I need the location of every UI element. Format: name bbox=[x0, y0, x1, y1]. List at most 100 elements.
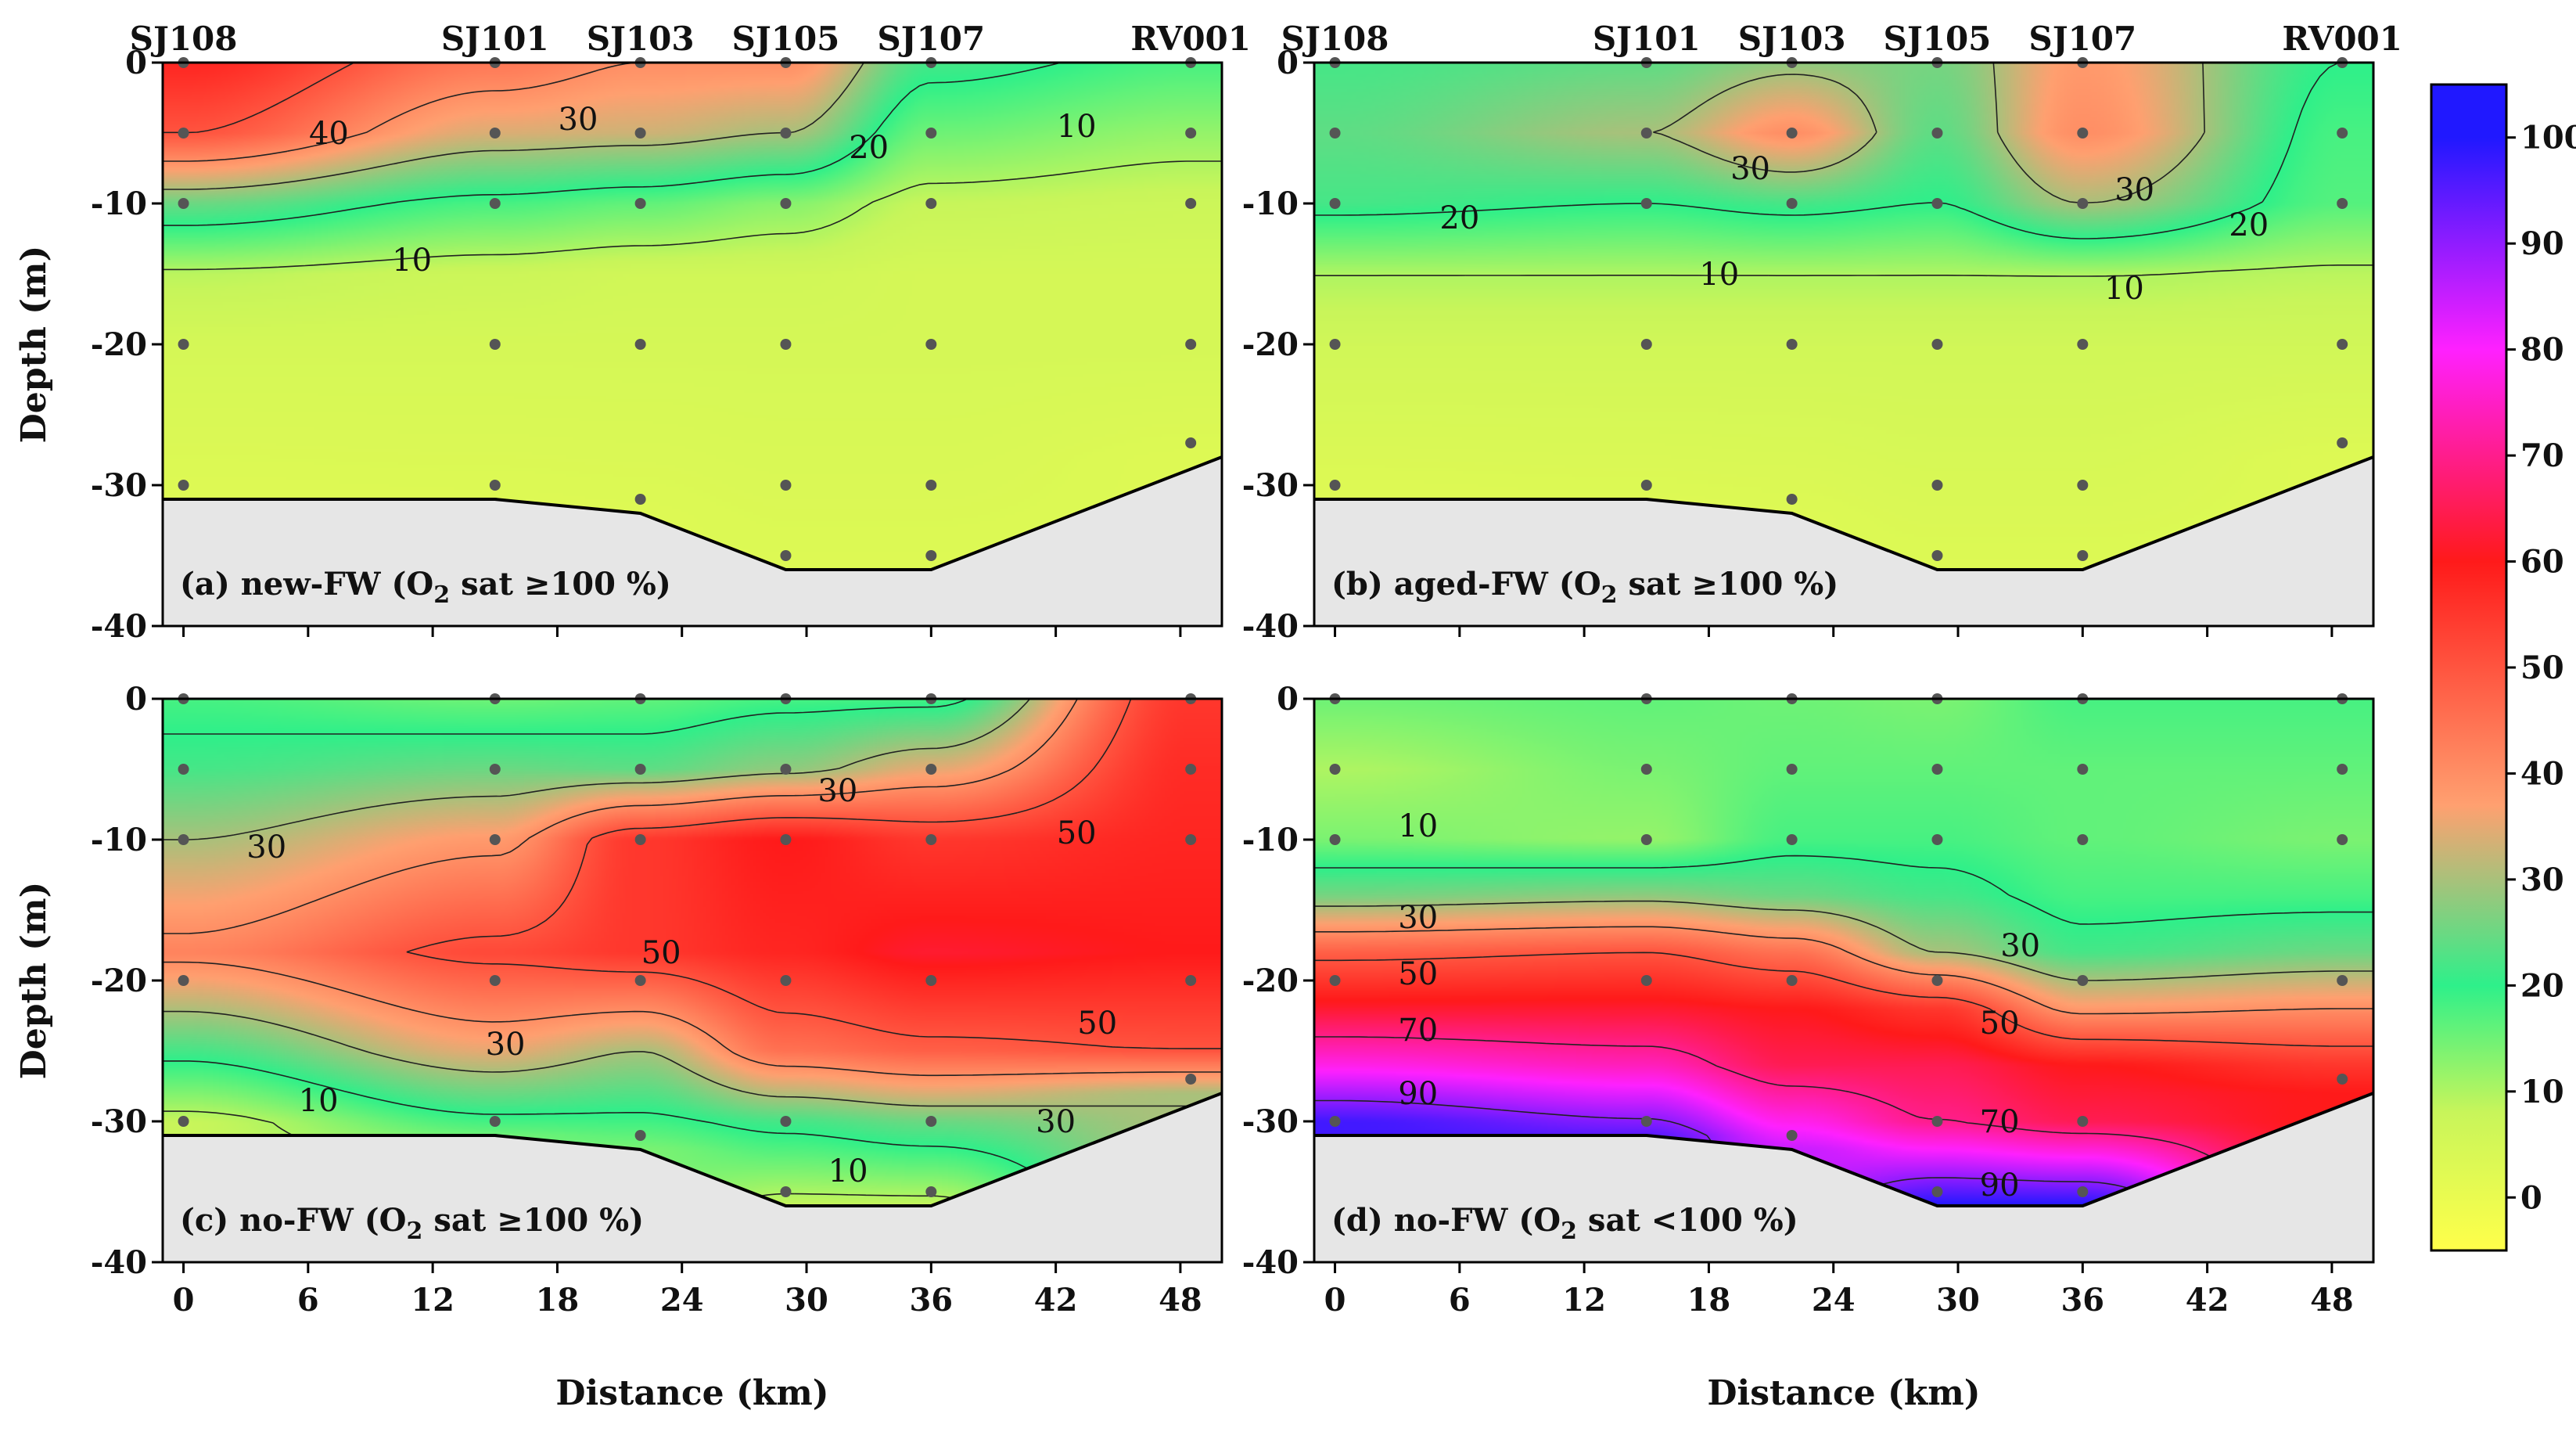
contour-label: 30 bbox=[817, 773, 857, 809]
sample-point bbox=[1931, 764, 1943, 775]
sample-point bbox=[2337, 437, 2348, 448]
sample-point bbox=[178, 128, 189, 139]
y-tick-label: -40 bbox=[1242, 608, 1299, 645]
station-label: SJ103 bbox=[587, 20, 695, 58]
contour-label: 70 bbox=[1980, 1104, 2020, 1140]
panel-label-suffix: sat ≥100 %) bbox=[1618, 566, 1839, 603]
sample-point bbox=[780, 550, 792, 561]
panel-label-subscript: 2 bbox=[1601, 581, 1618, 609]
x-tick-label: 24 bbox=[660, 1282, 704, 1319]
y-tick-label: -10 bbox=[91, 185, 147, 222]
sample-point bbox=[489, 764, 501, 775]
sample-point bbox=[489, 975, 501, 986]
contour-line-50 bbox=[1314, 952, 2373, 1047]
x-tick-label: 42 bbox=[1034, 1282, 1078, 1319]
sample-point bbox=[1931, 1116, 1943, 1127]
contour-label: 50 bbox=[1980, 1006, 2020, 1042]
sample-point bbox=[178, 764, 189, 775]
colorbar-tick-label: 60 bbox=[2520, 544, 2564, 581]
sample-point bbox=[1931, 834, 1943, 845]
sample-point bbox=[2077, 834, 2089, 845]
y-tick-label: -10 bbox=[91, 822, 147, 858]
y-tick-label: -30 bbox=[91, 1103, 147, 1140]
panel-a: 40 30 20 10 10 0 -10 -20 -30 -40 SJ108 SJ101 SJ103 SJ… bbox=[14, 20, 1251, 645]
y-tick-label: -20 bbox=[1242, 962, 1299, 999]
contour-label: 20 bbox=[849, 130, 889, 166]
sample-point bbox=[1640, 480, 1652, 491]
contour-line-40 bbox=[163, 698, 1222, 1077]
sample-point bbox=[634, 339, 646, 350]
sample-point bbox=[1931, 480, 1943, 491]
colorbar-tick-label: 70 bbox=[2520, 437, 2564, 474]
station-label: SJ107 bbox=[877, 20, 985, 58]
sample-point bbox=[1329, 480, 1341, 491]
contour-label: 10 bbox=[299, 1083, 339, 1119]
sample-point bbox=[1329, 834, 1341, 845]
panel-c: 30 30 50 50 50 30 10 30 10 0 -10 -20 -30 -40 0 6 12 18 24 3… bbox=[14, 681, 1223, 1413]
station-label: SJ105 bbox=[1884, 20, 1992, 58]
x-tick-label: 48 bbox=[1159, 1282, 1202, 1319]
sample-point bbox=[1329, 198, 1341, 209]
colorbar-tick-label: 10 bbox=[2520, 1074, 2564, 1110]
contour-label: 90 bbox=[1398, 1076, 1438, 1112]
sample-point bbox=[2077, 339, 2089, 350]
sample-point bbox=[1640, 975, 1652, 986]
x-tick-label: 48 bbox=[2310, 1282, 2354, 1319]
y-tick-label: -40 bbox=[91, 1244, 147, 1281]
colorbar-tick-label: 80 bbox=[2520, 332, 2564, 369]
contour-label: 30 bbox=[1036, 1104, 1076, 1140]
x-tick-label: 30 bbox=[785, 1282, 828, 1319]
sample-point bbox=[178, 975, 189, 986]
sample-point bbox=[178, 339, 189, 350]
contour-line-10 bbox=[163, 160, 1222, 271]
x-tick-label: 42 bbox=[2186, 1282, 2229, 1319]
sample-point bbox=[2077, 975, 2089, 986]
y-axis-title: Depth (m) bbox=[14, 246, 54, 444]
sample-point bbox=[489, 834, 501, 845]
sample-point bbox=[2337, 128, 2348, 139]
station-label: SJ105 bbox=[732, 20, 840, 58]
contour-label: 50 bbox=[641, 935, 681, 971]
station-label: RV001 bbox=[2282, 20, 2402, 58]
contour-line-50 bbox=[163, 62, 355, 134]
sample-point bbox=[1329, 975, 1341, 986]
sample-point bbox=[2337, 975, 2348, 986]
contour-label: 30 bbox=[2000, 928, 2040, 964]
seabed-line bbox=[163, 1092, 1223, 1207]
contour-label: 30 bbox=[486, 1027, 526, 1063]
colorbar-tick-label: 0 bbox=[2520, 1179, 2542, 1216]
contour-label: 10 bbox=[392, 243, 432, 279]
sample-point bbox=[1786, 339, 1798, 350]
y-tick-label: -20 bbox=[91, 962, 147, 999]
contour-line-40 bbox=[163, 62, 635, 162]
sample-point bbox=[634, 198, 646, 209]
station-label: SJ108 bbox=[1281, 20, 1389, 58]
sample-point bbox=[489, 1116, 501, 1127]
sample-point bbox=[1786, 198, 1798, 209]
y-tick-label: -30 bbox=[1242, 1103, 1299, 1140]
x-axis-title: Distance (km) bbox=[555, 1373, 828, 1413]
sample-point bbox=[1329, 339, 1341, 350]
sample-point bbox=[925, 1186, 937, 1197]
panel-label-prefix: (a) new-FW (O bbox=[180, 566, 433, 603]
panel-label-prefix: (d) no-FW (O bbox=[1331, 1202, 1561, 1239]
sample-point bbox=[925, 339, 937, 350]
sample-point bbox=[634, 975, 646, 986]
contour-label: 10 bbox=[828, 1153, 868, 1189]
sample-point bbox=[925, 128, 937, 139]
sample-point bbox=[1329, 764, 1341, 775]
sample-point bbox=[1931, 1186, 1943, 1197]
sample-point bbox=[2337, 198, 2348, 209]
contour-line-30 bbox=[163, 62, 864, 190]
y-tick-label: -20 bbox=[91, 326, 147, 363]
contour-label: 40 bbox=[309, 116, 349, 152]
contour-line-30 bbox=[163, 698, 1187, 1107]
contour-line-20 bbox=[163, 62, 1062, 226]
contour-label: 10 bbox=[1057, 109, 1097, 145]
sample-point bbox=[925, 550, 937, 561]
sample-point bbox=[1329, 1116, 1341, 1127]
sample-point bbox=[925, 764, 937, 775]
sample-point bbox=[780, 128, 792, 139]
x-tick-label: 24 bbox=[1812, 1282, 1856, 1319]
